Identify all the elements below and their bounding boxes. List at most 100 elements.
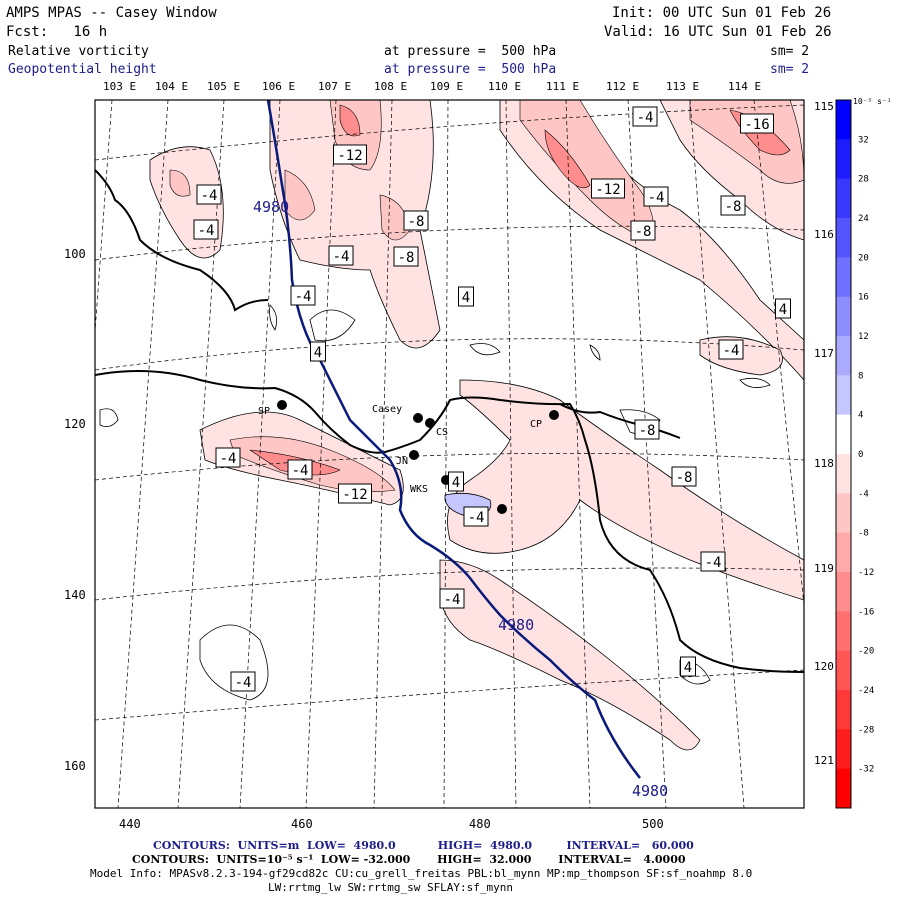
init-time: Init: 00 UTC Sun 01 Feb 26 xyxy=(612,5,832,21)
colorbar-tick-label: 28 xyxy=(858,175,869,185)
lon-label: 109 E xyxy=(430,80,463,93)
lon-label: 108 E xyxy=(374,80,407,93)
station-label: SP xyxy=(258,406,270,417)
forecast-hour: Fcst: 16 h xyxy=(6,24,108,40)
colorbar-tick-label: 16 xyxy=(858,293,869,303)
colorbar-tick-label: 12 xyxy=(858,332,869,342)
vorticity-label-box xyxy=(720,195,746,216)
colorbar-tick-label: 20 xyxy=(858,253,869,263)
field1-level: at pressure = 500 hPa xyxy=(384,44,557,59)
colorbar-swatch xyxy=(836,336,851,376)
vorticity-contour-labels: -4 -16 -12 -12 -4 -8 -4 -8 -4 -4 -8 4 -8 -4 4 -4 4 -4 -4 -1… xyxy=(193,106,791,692)
vorticity-label: 4 xyxy=(452,475,460,491)
colorbar-swatch xyxy=(836,296,851,337)
plot-frame xyxy=(94,99,805,809)
vorticity-label-box xyxy=(333,144,367,165)
colorbar-tick-label: -20 xyxy=(858,647,874,657)
vorticity-label-box xyxy=(448,471,464,492)
colorbar-tick-label: 24 xyxy=(858,214,869,224)
colorbar-tick-label: 0 xyxy=(858,450,863,460)
x-axis-label: 440 xyxy=(119,817,141,831)
vorticity-label: 4 xyxy=(779,302,787,318)
geopotential-contour-4980 xyxy=(266,100,641,779)
x-axis-label: 460 xyxy=(291,817,313,831)
colorbar-unit: 10⁻⁵ s⁻¹ xyxy=(853,97,892,106)
colorbar-swatch xyxy=(836,532,851,573)
lon-label: 105 E xyxy=(207,80,240,93)
vorticity-label-box xyxy=(193,219,219,240)
x-axis-labels: 440 460 480 500 xyxy=(119,817,664,831)
vorticity-label: -4 xyxy=(235,675,252,691)
coastline xyxy=(95,169,804,673)
vorticity-label: -8 xyxy=(408,214,425,230)
vorticity-label-box xyxy=(196,184,222,205)
vorticity-label: -8 xyxy=(398,250,415,266)
vorticity-label-box xyxy=(718,339,744,360)
map-field xyxy=(95,100,804,808)
colorbar-swatch xyxy=(836,650,851,691)
vorticity-label: 4 xyxy=(684,660,692,676)
vorticity-label: -4 xyxy=(333,249,350,265)
vorticity-label-box xyxy=(290,285,316,306)
y-axis-label: 120 xyxy=(64,417,86,431)
vorticity-label-box xyxy=(632,106,658,127)
vorticity-label-box xyxy=(310,341,326,362)
colorbar-tick-label: -12 xyxy=(858,568,874,578)
vorticity-label-box xyxy=(215,447,241,468)
vorticity-label-box xyxy=(591,178,625,199)
station-marker-jn xyxy=(409,450,419,460)
vorticity-label-box xyxy=(463,506,489,527)
vorticity-label: -4 xyxy=(705,555,722,571)
station-label: JN xyxy=(396,456,408,467)
contours-vorticity-info: CONTOURS: UNITS=10⁻⁵ s⁻¹ LOW= -32.000 HI… xyxy=(132,853,686,866)
colorbar-swatch xyxy=(836,690,851,730)
station-label: Casey xyxy=(372,404,402,415)
colorbar-frame xyxy=(835,99,852,809)
vorticity-label: -4 xyxy=(444,592,461,608)
plot-title: AMPS MPAS -- Casey Window xyxy=(6,5,217,21)
lon-label: 106 E xyxy=(262,80,295,93)
valid-time: Valid: 16 UTC Sun 01 Feb 26 xyxy=(604,24,832,40)
vorticity-label-box xyxy=(680,656,696,677)
colorbar-tick-label: 8 xyxy=(858,371,863,381)
vorticity-label: -12 xyxy=(342,487,367,503)
vorticity-label-box xyxy=(671,466,697,487)
vorticity-label: 4 xyxy=(462,290,470,306)
height-labels: 4980 4980 4980 xyxy=(253,198,668,800)
colorbar-swatch xyxy=(836,100,851,140)
colorbar-swatch xyxy=(836,768,851,809)
contours-height-info: CONTOURS: UNITS=m LOW= 4980.0 HIGH= 4980… xyxy=(153,839,694,852)
height-label: 4980 xyxy=(632,782,668,800)
colorbar-swatch xyxy=(836,454,851,494)
vorticity-label-box xyxy=(630,220,656,241)
vorticity-label: -4 xyxy=(295,289,312,305)
vorticity-label-box xyxy=(393,246,419,267)
colorbar-tick-label: -32 xyxy=(858,765,874,775)
colorbar-tick-label: -8 xyxy=(858,529,869,539)
vorticity-label: -4 xyxy=(468,510,485,526)
vorticity-label-box xyxy=(740,113,774,134)
vorticity-label: -8 xyxy=(639,423,656,439)
vorticity-label: -4 xyxy=(220,451,237,467)
colorbar-swatch xyxy=(836,218,851,258)
colorbar-swatch xyxy=(836,611,851,652)
colorbar-swatch xyxy=(836,139,851,180)
colorbar-tick-label: -16 xyxy=(858,607,874,617)
vorticity-label-box xyxy=(338,483,372,504)
vorticity-label-box xyxy=(287,459,313,480)
station-marker-ds xyxy=(497,504,507,514)
field2-level: at pressure = 500 hPa xyxy=(384,62,557,77)
vorticity-label: -8 xyxy=(725,199,742,215)
vorticity-label: -12 xyxy=(595,182,620,198)
x-axis-label: 480 xyxy=(469,817,491,831)
vorticity-label: -4 xyxy=(198,223,215,239)
colorbar: 32 28 24 20 16 12 8 4 0 -4 -8 -12 -16 -20 -24 -28 -32 xyxy=(835,99,874,809)
vorticity-label: -8 xyxy=(635,224,652,240)
field1-smoothing: sm= 2 xyxy=(770,44,810,59)
y-axis-label: 160 xyxy=(64,759,86,773)
lon-label: 111 E xyxy=(546,80,579,93)
colorbar-swatch xyxy=(836,178,851,219)
colorbar-swatch xyxy=(836,257,851,298)
model-info-2: LW:rrtmg_lw SW:rrtmg_sw SFLAY:sf_mynn xyxy=(268,881,514,894)
